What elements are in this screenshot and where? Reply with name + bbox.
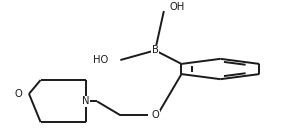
Text: OH: OH	[170, 2, 185, 12]
Text: O: O	[14, 89, 22, 99]
Text: N: N	[82, 96, 89, 106]
Text: O: O	[151, 110, 159, 120]
Text: B: B	[152, 45, 159, 55]
Text: HO: HO	[93, 55, 109, 65]
